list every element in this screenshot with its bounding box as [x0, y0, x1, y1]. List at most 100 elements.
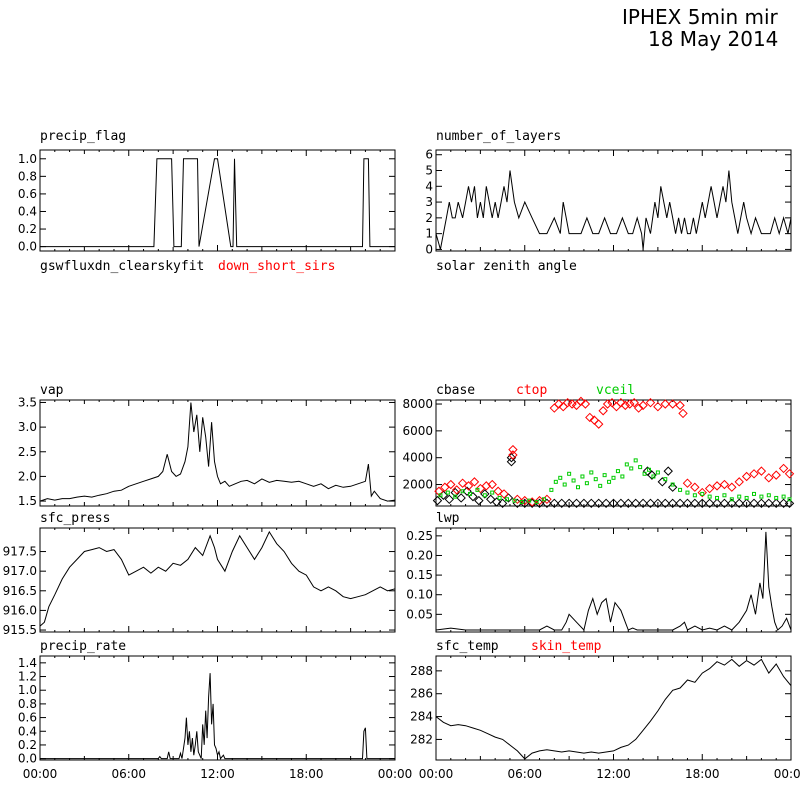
data-point: [554, 399, 564, 409]
y-tick-label: 0.8: [18, 697, 37, 711]
data-point: [452, 485, 462, 495]
y-tick-label: 0.4: [18, 724, 37, 738]
y-tick-label: 0.4: [18, 204, 37, 218]
data-point: [519, 499, 524, 504]
panel-frame: [39, 399, 396, 507]
data-point: [766, 493, 771, 498]
data-point: [638, 465, 643, 470]
y-tick-label: 0.0: [18, 240, 37, 254]
data-point: [579, 498, 589, 509]
data-point: [638, 498, 648, 509]
data-point: [625, 399, 635, 409]
data-point: [774, 495, 779, 500]
data-point: [432, 495, 443, 506]
data-point: [499, 489, 509, 499]
series-line: [435, 658, 792, 760]
x-tick-label: 06:00: [507, 767, 542, 781]
series-line: [40, 673, 395, 760]
x-tick-label: 00:00: [378, 767, 413, 781]
data-point: [756, 498, 767, 509]
data-point: [497, 495, 502, 500]
data-point: [541, 497, 546, 502]
y-tick-label: 1.2: [18, 670, 37, 684]
data-point: [615, 469, 620, 474]
data-point: [585, 412, 595, 423]
y-tick-label: 2: [425, 211, 433, 225]
y-tick-label: 284: [410, 710, 433, 724]
data-point: [778, 463, 789, 474]
data-point: [722, 493, 727, 498]
y-tick-label: 0.10: [406, 588, 433, 602]
panel-frame: [39, 149, 396, 252]
data-point: [690, 498, 700, 509]
y-tick-label: 288: [410, 664, 433, 678]
data-point: [598, 483, 603, 488]
y-tick-label: 915.5: [3, 623, 37, 637]
data-point: [667, 498, 678, 509]
data-point: [571, 478, 576, 483]
data-point: [749, 498, 759, 509]
panel-title-tertiary: vceil: [596, 383, 635, 398]
data-point: [445, 490, 450, 495]
data-point: [611, 475, 616, 480]
panel-title: vap: [40, 383, 64, 398]
y-tick-label: 2.0: [18, 469, 37, 483]
data-point: [715, 495, 720, 500]
data-point: [586, 498, 597, 509]
data-point: [712, 498, 722, 509]
y-tick-label: 286: [410, 687, 433, 701]
data-point: [704, 483, 715, 494]
y-tick-label: 1.4: [18, 656, 37, 670]
x-tick-label: 06:00: [111, 767, 146, 781]
data-point: [629, 466, 634, 471]
y-tick-label: 0.2: [18, 222, 37, 236]
data-point: [771, 470, 781, 480]
data-point: [598, 406, 608, 416]
panel-cbase: cbase ctop vceil 2000 4000 6000 8000: [402, 383, 795, 509]
data-point: [670, 482, 675, 487]
y-tick-label: 916.5: [3, 584, 37, 598]
data-point: [647, 470, 657, 480]
panel-gswfluxdn: gswfluxdn_clearskyfit down_short_sirs: [40, 259, 335, 274]
data-point: [446, 479, 456, 490]
data-point: [712, 481, 722, 491]
panel-precip_flag: precip_flag 0.0 0.2 0.4 0.6 0.8 1.0: [18, 129, 396, 254]
data-point: [444, 494, 455, 504]
data-point: [601, 498, 611, 509]
data-point: [663, 477, 668, 482]
data-point: [506, 452, 517, 463]
data-point: [438, 493, 443, 498]
data-point: [527, 498, 532, 503]
data-point: [571, 400, 582, 411]
y-tick-label: 6000: [402, 424, 433, 438]
panel-precip_rate: precip_rate 0.00.20.40.60.81.01.21.4 00:00…: [18, 639, 412, 781]
data-point: [558, 475, 563, 480]
data-point: [675, 498, 685, 509]
y-tick-label: 1.0: [18, 152, 37, 166]
panel-title: cbase: [436, 383, 475, 398]
y-tick-label: 6: [425, 148, 433, 162]
data-point: [685, 490, 690, 495]
y-tick-label: 0.15: [406, 568, 433, 582]
data-point: [771, 498, 781, 509]
data-point: [493, 486, 503, 496]
panel-title-secondary: skin_temp: [531, 639, 602, 654]
data-point: [690, 482, 700, 492]
data-point: [645, 397, 656, 408]
data-point: [608, 498, 619, 509]
data-point: [719, 479, 730, 490]
data-point: [764, 473, 774, 483]
data-point: [542, 498, 552, 509]
panel-title: sfc_press: [40, 511, 110, 526]
y-tick-label: 0.0: [18, 752, 37, 766]
y-tick-label: 916.0: [3, 603, 37, 617]
data-point: [549, 403, 560, 413]
y-tick-label: 4: [425, 179, 433, 193]
y-tick-label: 0.20: [406, 548, 433, 562]
data-point: [719, 498, 730, 509]
data-point: [697, 498, 707, 509]
data-point: [607, 479, 612, 484]
data-point: [734, 498, 744, 509]
panel-title-secondary: ctop: [516, 383, 547, 398]
panel-frame: [39, 527, 396, 633]
